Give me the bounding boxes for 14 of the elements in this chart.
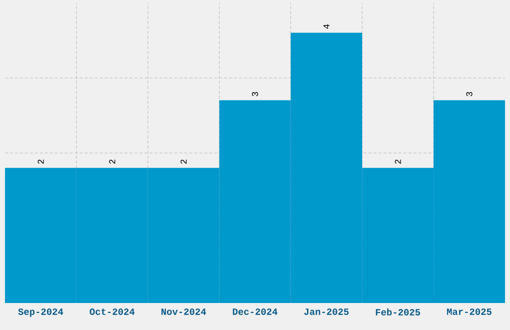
data-label: 2 bbox=[180, 160, 187, 164]
x-tick-label: Sep-2024 bbox=[18, 308, 64, 317]
x-tick-label: Oct-2024 bbox=[90, 308, 135, 315]
data-label: 2 bbox=[38, 160, 44, 164]
data-label: 2 bbox=[394, 160, 401, 164]
x-tick-label: Nov-2024 bbox=[161, 308, 206, 315]
data-label: 4 bbox=[323, 24, 330, 29]
x-tick-label: Feb-2025 bbox=[376, 308, 420, 316]
x-tick-label: Jan-2025 bbox=[304, 308, 349, 315]
x-tick-label: Dec-2024 bbox=[232, 308, 278, 315]
data-label: 2 bbox=[109, 160, 116, 164]
data-label: 3 bbox=[466, 92, 472, 96]
data-label: 3 bbox=[252, 92, 258, 96]
x-tick-label: Mar-2025 bbox=[447, 308, 492, 315]
